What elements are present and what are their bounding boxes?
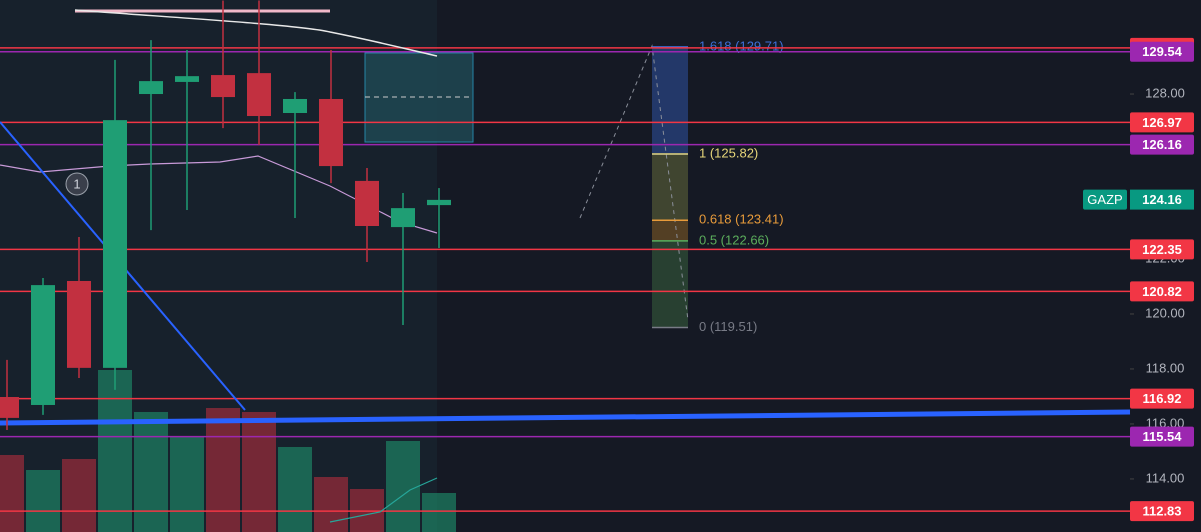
level-badge (1130, 501, 1194, 522)
level-badge (1130, 281, 1194, 302)
volume-bar (98, 370, 132, 532)
price-badge (1130, 189, 1194, 210)
candle-body (103, 120, 127, 368)
volume-bar (422, 493, 456, 532)
level-badge (1130, 41, 1194, 62)
level-badge (1130, 426, 1194, 447)
volume-bar (134, 412, 168, 532)
level-label: 129.54 (1142, 44, 1183, 59)
level-label: 120.82 (1142, 284, 1182, 299)
candle-body (319, 98, 343, 167)
symbol-badge (1083, 189, 1127, 210)
candle-body (139, 81, 163, 95)
level-badge (1130, 239, 1194, 260)
volume-bar (170, 437, 204, 532)
ma-line (74, 9, 438, 57)
fib-label: 1.618 (129.71) (699, 38, 784, 53)
candle-body (355, 180, 379, 226)
y-tick-label: 128.00 (1145, 85, 1185, 100)
candle-body (31, 285, 55, 405)
y-tick-label: 114.00 (1146, 470, 1185, 485)
symbol-name: GAZP (1087, 192, 1122, 207)
volume-bar (278, 447, 312, 532)
candle-body (0, 397, 19, 418)
candle-body (427, 199, 451, 206)
fib-label: 1 (125.82) (699, 145, 758, 160)
fib-zone (652, 155, 688, 220)
level-badge (1130, 134, 1194, 155)
fib-path (579, 44, 689, 321)
level-label: 122.35 (1142, 242, 1182, 257)
fib-zone (652, 240, 688, 327)
fib-zone (652, 220, 688, 240)
volume-bar (26, 470, 60, 532)
level-label: 126.16 (1142, 137, 1182, 152)
volume-layer (0, 370, 456, 532)
y-tick-label: 118.00 (1146, 360, 1185, 375)
volume-bar (386, 441, 420, 532)
level-label: 116.92 (1142, 391, 1181, 406)
volume-ma (329, 477, 438, 523)
candle-body (391, 208, 415, 228)
level-badge (1130, 388, 1194, 409)
level-label: 112.83 (1142, 504, 1181, 519)
price-axis: 114.00116.00118.00120.00122.00128.00129.… (1083, 37, 1194, 522)
candle-body (175, 76, 199, 82)
price-label: 124.16 (1142, 192, 1182, 207)
volume-bar (206, 408, 240, 532)
fib-label: 0.5 (122.66) (699, 232, 769, 247)
level-label: 126.97 (1142, 115, 1182, 130)
y-tick-label: 120.00 (1145, 305, 1185, 320)
fib-label: 0 (119.51) (699, 319, 757, 334)
fib-zone (652, 46, 688, 155)
candle-body (247, 73, 271, 117)
level-label: 115.54 (1142, 429, 1182, 444)
marker-label: 1 (73, 176, 80, 191)
candle-body (211, 75, 235, 98)
volume-bar (242, 412, 276, 532)
trend-line (0, 409, 1131, 426)
volume-bar (62, 459, 96, 532)
marker (65, 172, 89, 196)
fib-label: 0.618 (123.41) (699, 212, 784, 227)
volume-bar (0, 455, 24, 532)
candle-body (283, 98, 307, 113)
candles-layer (0, 0, 451, 430)
level-badge (1130, 112, 1194, 133)
candle-body (67, 280, 91, 368)
volume-bar (314, 477, 348, 532)
levels-layer: 1.618 (129.71) 1 (125.82) 0.618 (123.41) 0.… (0, 38, 1130, 512)
